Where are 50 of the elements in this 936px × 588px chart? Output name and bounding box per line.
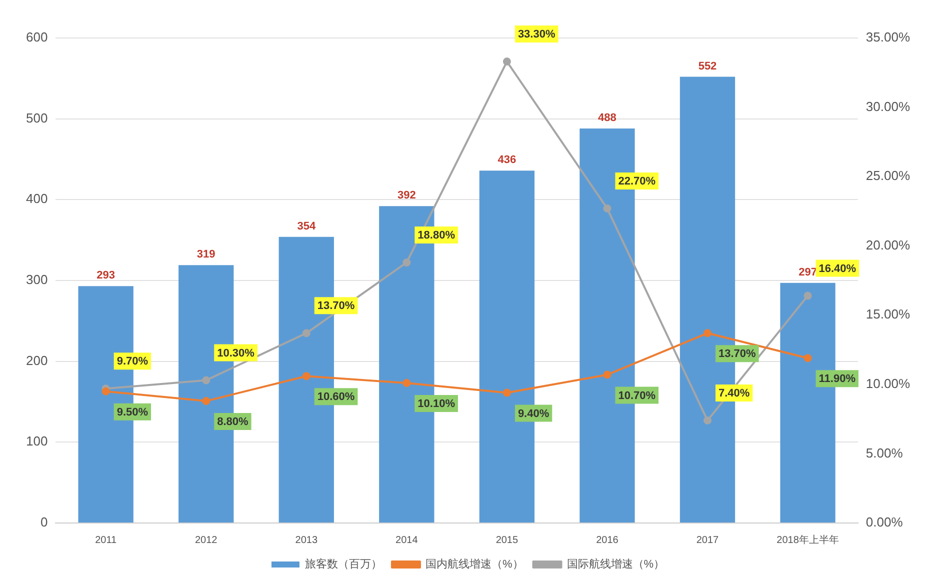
- data-label: 10.70%: [618, 390, 656, 402]
- x-tick-label: 2017: [696, 534, 720, 546]
- data-label: 297: [798, 266, 817, 278]
- y2-tick-label: 25.00%: [866, 168, 910, 184]
- data-label: 392: [397, 190, 416, 202]
- data-label: 13.70%: [718, 348, 756, 360]
- y-tick-label: 500: [26, 110, 48, 126]
- data-label: 33.30%: [518, 28, 556, 41]
- x-tick-label: 2012: [194, 534, 218, 546]
- data-label: 10.60%: [317, 391, 355, 404]
- data-label: 7.40%: [718, 387, 750, 400]
- y2-tick-label: 10.00%: [866, 376, 910, 392]
- y2-tick-label: 5.00%: [866, 445, 904, 460]
- y-tick-label: 200: [26, 352, 48, 368]
- data-label: 293: [96, 270, 116, 282]
- data-label: 18.80%: [418, 230, 456, 242]
- data-label: 354: [297, 220, 316, 232]
- y-tick-label: 300: [26, 272, 48, 288]
- y-tick-label: 400: [26, 191, 48, 206]
- y-tick-label: 0: [40, 514, 48, 530]
- data-label: 488: [598, 112, 616, 124]
- data-label: 22.70%: [618, 175, 656, 188]
- data-label: 8.80%: [217, 416, 249, 428]
- x-tick-label: 2013: [295, 534, 318, 546]
- legend-label: 国际航线增速（%）: [566, 558, 665, 571]
- y-tick-label: 100: [26, 434, 48, 449]
- y2-tick-label: 0.00%: [866, 514, 904, 530]
- data-label: 552: [698, 60, 717, 72]
- data-label: 13.70%: [317, 300, 355, 312]
- y2-tick-label: 15.00%: [866, 306, 910, 322]
- y2-tick-label: 30.00%: [866, 98, 910, 114]
- data-label: 11.90%: [818, 373, 856, 386]
- data-label: 436: [498, 154, 516, 166]
- data-label: 10.30%: [217, 347, 255, 360]
- data-label: 9.40%: [518, 408, 550, 420]
- x-tick-label: 2014: [396, 534, 418, 546]
- data-label: 10.10%: [418, 398, 456, 410]
- y2-tick-label: 35.00%: [866, 30, 910, 45]
- x-tick-label: 2016: [596, 534, 619, 546]
- data-label: 16.40%: [818, 262, 856, 275]
- x-tick-label: 2015: [496, 534, 518, 546]
- x-tick-label: 2018年上半年: [776, 534, 839, 546]
- data-label: 9.50%: [116, 406, 148, 418]
- legend-label: 国内航线增速（%）: [425, 558, 524, 571]
- legend-label: 旅客数（百万）: [304, 558, 382, 571]
- y-tick-label: 600: [26, 30, 48, 45]
- y2-tick-label: 20.00%: [866, 237, 910, 252]
- data-label: 9.70%: [116, 356, 148, 368]
- x-tick-label: 2011: [95, 534, 118, 546]
- data-label: 319: [196, 248, 216, 261]
